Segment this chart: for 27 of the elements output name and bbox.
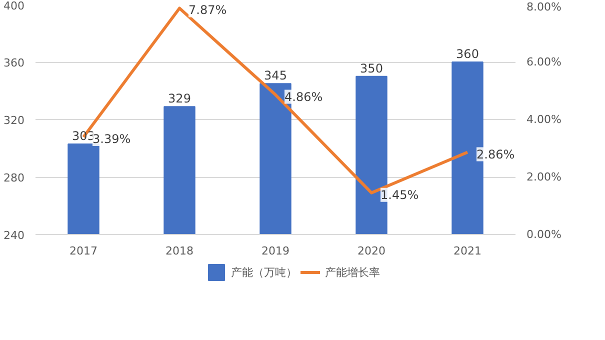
- y2-tick-label: 6.00%: [526, 56, 562, 68]
- data-label: 7.87%: [188, 3, 227, 18]
- y2-tick-label: 2.00%: [526, 170, 562, 184]
- data-label: 345: [264, 68, 287, 83]
- y2-tick-label: 0.00%: [526, 228, 562, 241]
- y-tick-label: 400: [4, 0, 25, 12]
- data-label: 303: [72, 128, 95, 143]
- legend-label: 产能（万吨）: [231, 266, 297, 280]
- data-label: 329: [168, 92, 191, 106]
- data-label: 3.39%: [92, 132, 131, 146]
- data-label: 4.86%: [284, 90, 323, 104]
- y-tick-label: 240: [4, 229, 25, 242]
- legend-label: 产能增长率: [325, 266, 380, 280]
- data-label: 350: [360, 61, 383, 76]
- x-tick-label: 2021: [454, 244, 482, 258]
- data-label: 2.86%: [476, 147, 515, 162]
- y2-tick-label: 8.00%: [526, 0, 562, 14]
- x-tick-label: 2017: [70, 244, 98, 258]
- x-tick-label: 2018: [166, 244, 194, 258]
- data-label: 360: [456, 47, 479, 61]
- y-tick-label: 280: [4, 172, 25, 184]
- y-tick-label: 320: [4, 114, 25, 127]
- data-label: 1.45%: [380, 188, 419, 202]
- y-tick-label: 360: [4, 56, 25, 70]
- x-tick-label: 2020: [358, 244, 386, 258]
- y2-tick-label: 4.00%: [526, 113, 562, 126]
- x-tick-label: 2019: [262, 244, 290, 258]
